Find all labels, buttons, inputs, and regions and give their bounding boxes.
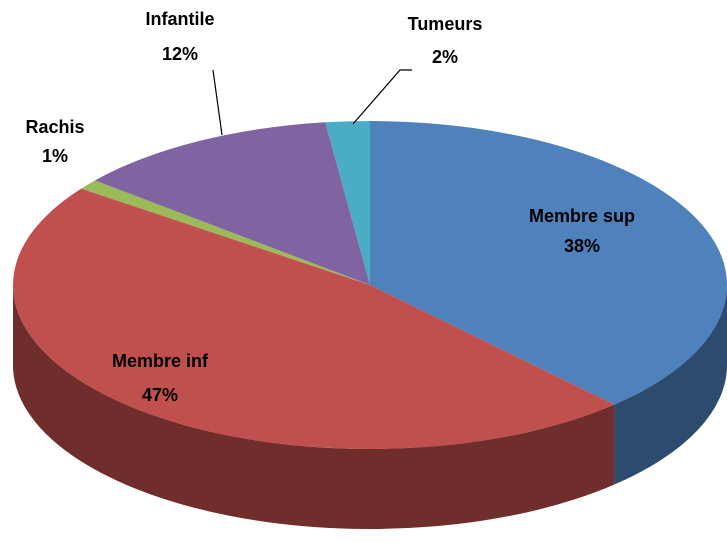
value-label: 2%	[432, 47, 458, 67]
slice-side	[614, 285, 727, 485]
slice	[370, 121, 727, 405]
leader-line	[212, 69, 223, 136]
value-label: 12%	[162, 44, 198, 64]
slice-label: Membre inf	[112, 351, 209, 371]
slice	[13, 188, 615, 449]
slice-side	[13, 285, 615, 529]
value-label: 47%	[142, 385, 178, 405]
value-label: 1%	[42, 146, 68, 166]
slice-label: Membre sup	[529, 206, 635, 226]
slice	[81, 180, 370, 285]
slice-label: Rachis	[25, 117, 84, 137]
slice-label: Tumeurs	[408, 14, 483, 34]
value-label: 38%	[564, 236, 600, 256]
slice-side-shade	[13, 285, 615, 529]
pie	[13, 121, 727, 529]
slice	[94, 122, 371, 286]
slice-label: Infantile	[145, 9, 214, 29]
slice-side-shade	[614, 285, 727, 485]
leader-line	[352, 69, 412, 125]
slice	[325, 121, 370, 285]
